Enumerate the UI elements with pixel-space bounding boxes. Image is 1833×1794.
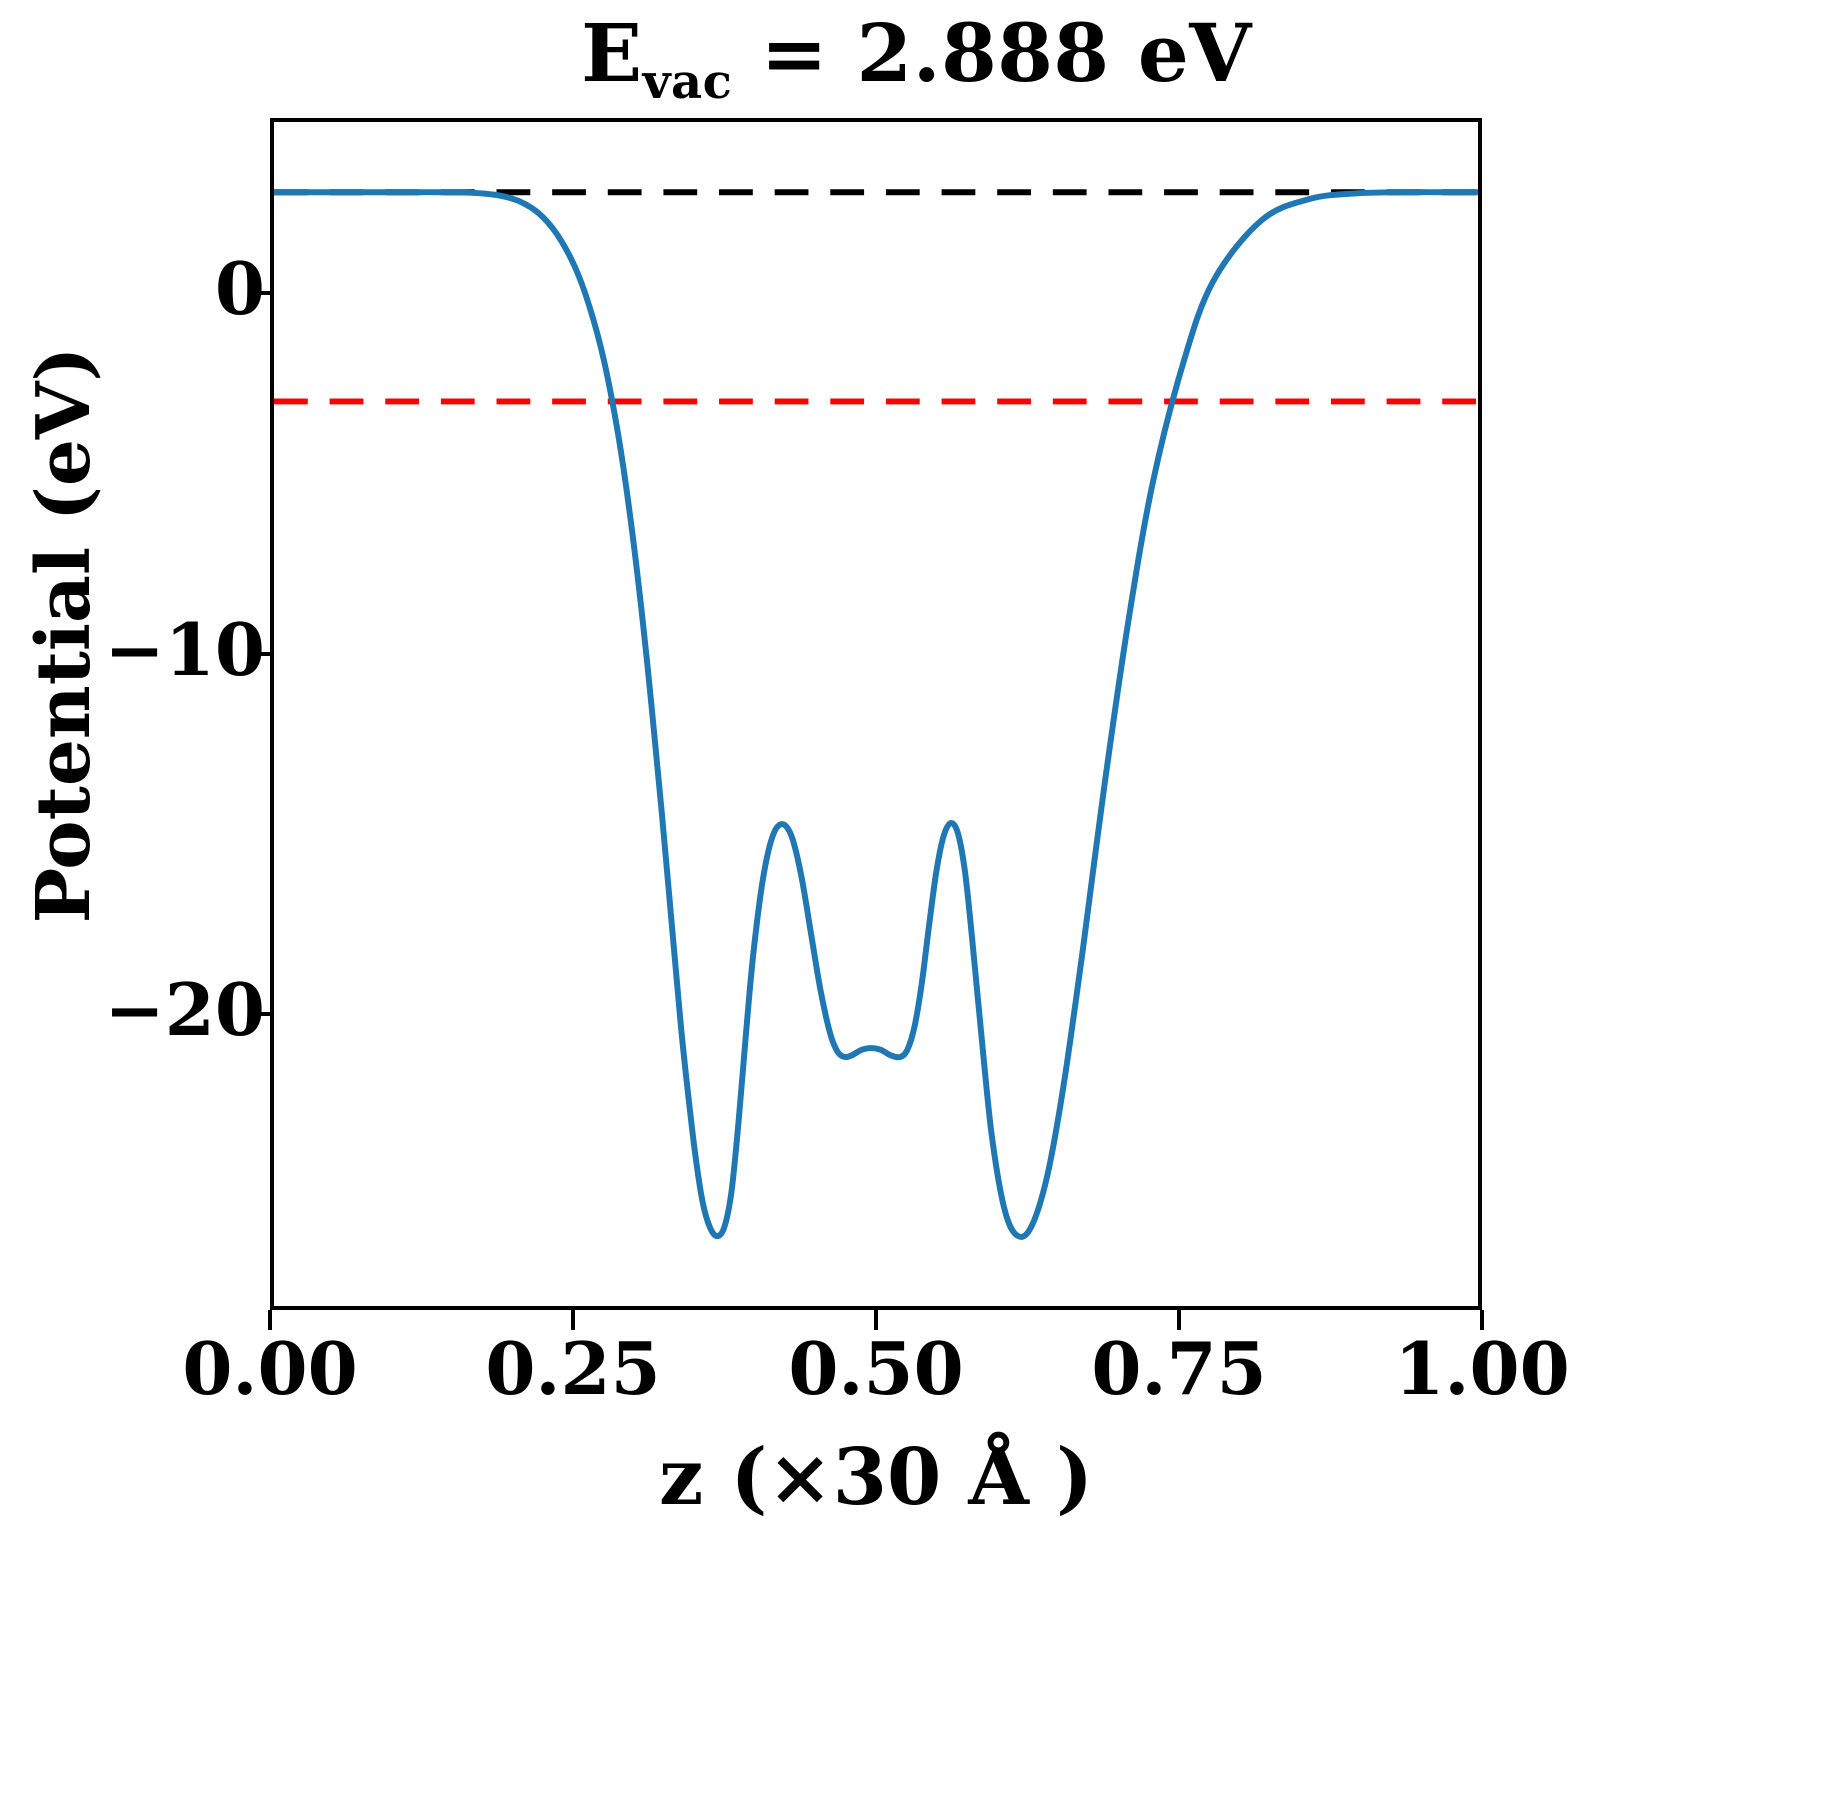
- y-tick-mark-0: [252, 290, 272, 295]
- chart-svg: [274, 189, 1478, 1240]
- title-subscript: vac: [642, 54, 733, 110]
- x-tick-label-1: 0.25: [485, 1326, 661, 1411]
- y-tick-label-0: 0: [214, 245, 265, 331]
- y-axis-label: Potential (eV): [21, 346, 107, 924]
- x-axis-label: z (×30 Å ): [659, 1432, 1093, 1523]
- y-tick-label-2: −20: [104, 967, 265, 1053]
- page-title: Evac = 2.888 eV: [0, 6, 1833, 110]
- y-tick-mark-1: [252, 651, 272, 656]
- title-value: = 2.888 eV: [732, 6, 1252, 100]
- x-tick-mark-1: [571, 1310, 575, 1330]
- potential-curve: [274, 189, 1478, 1240]
- x-tick-mark-4: [1480, 1310, 1484, 1330]
- title-symbol: E: [581, 6, 643, 100]
- x-tick-mark-2: [874, 1310, 878, 1330]
- y-tick-mark-2: [252, 1012, 272, 1017]
- x-tick-label-0: 0.00: [182, 1326, 358, 1411]
- x-tick-mark-0: [268, 1310, 272, 1330]
- x-tick-label-2: 0.50: [788, 1326, 964, 1411]
- x-tick-mark-3: [1177, 1310, 1181, 1330]
- x-tick-label-3: 0.75: [1091, 1326, 1267, 1411]
- y-tick-label-1: −10: [104, 606, 265, 692]
- plot-area: [270, 118, 1482, 1310]
- x-tick-label-4: 1.00: [1394, 1326, 1570, 1411]
